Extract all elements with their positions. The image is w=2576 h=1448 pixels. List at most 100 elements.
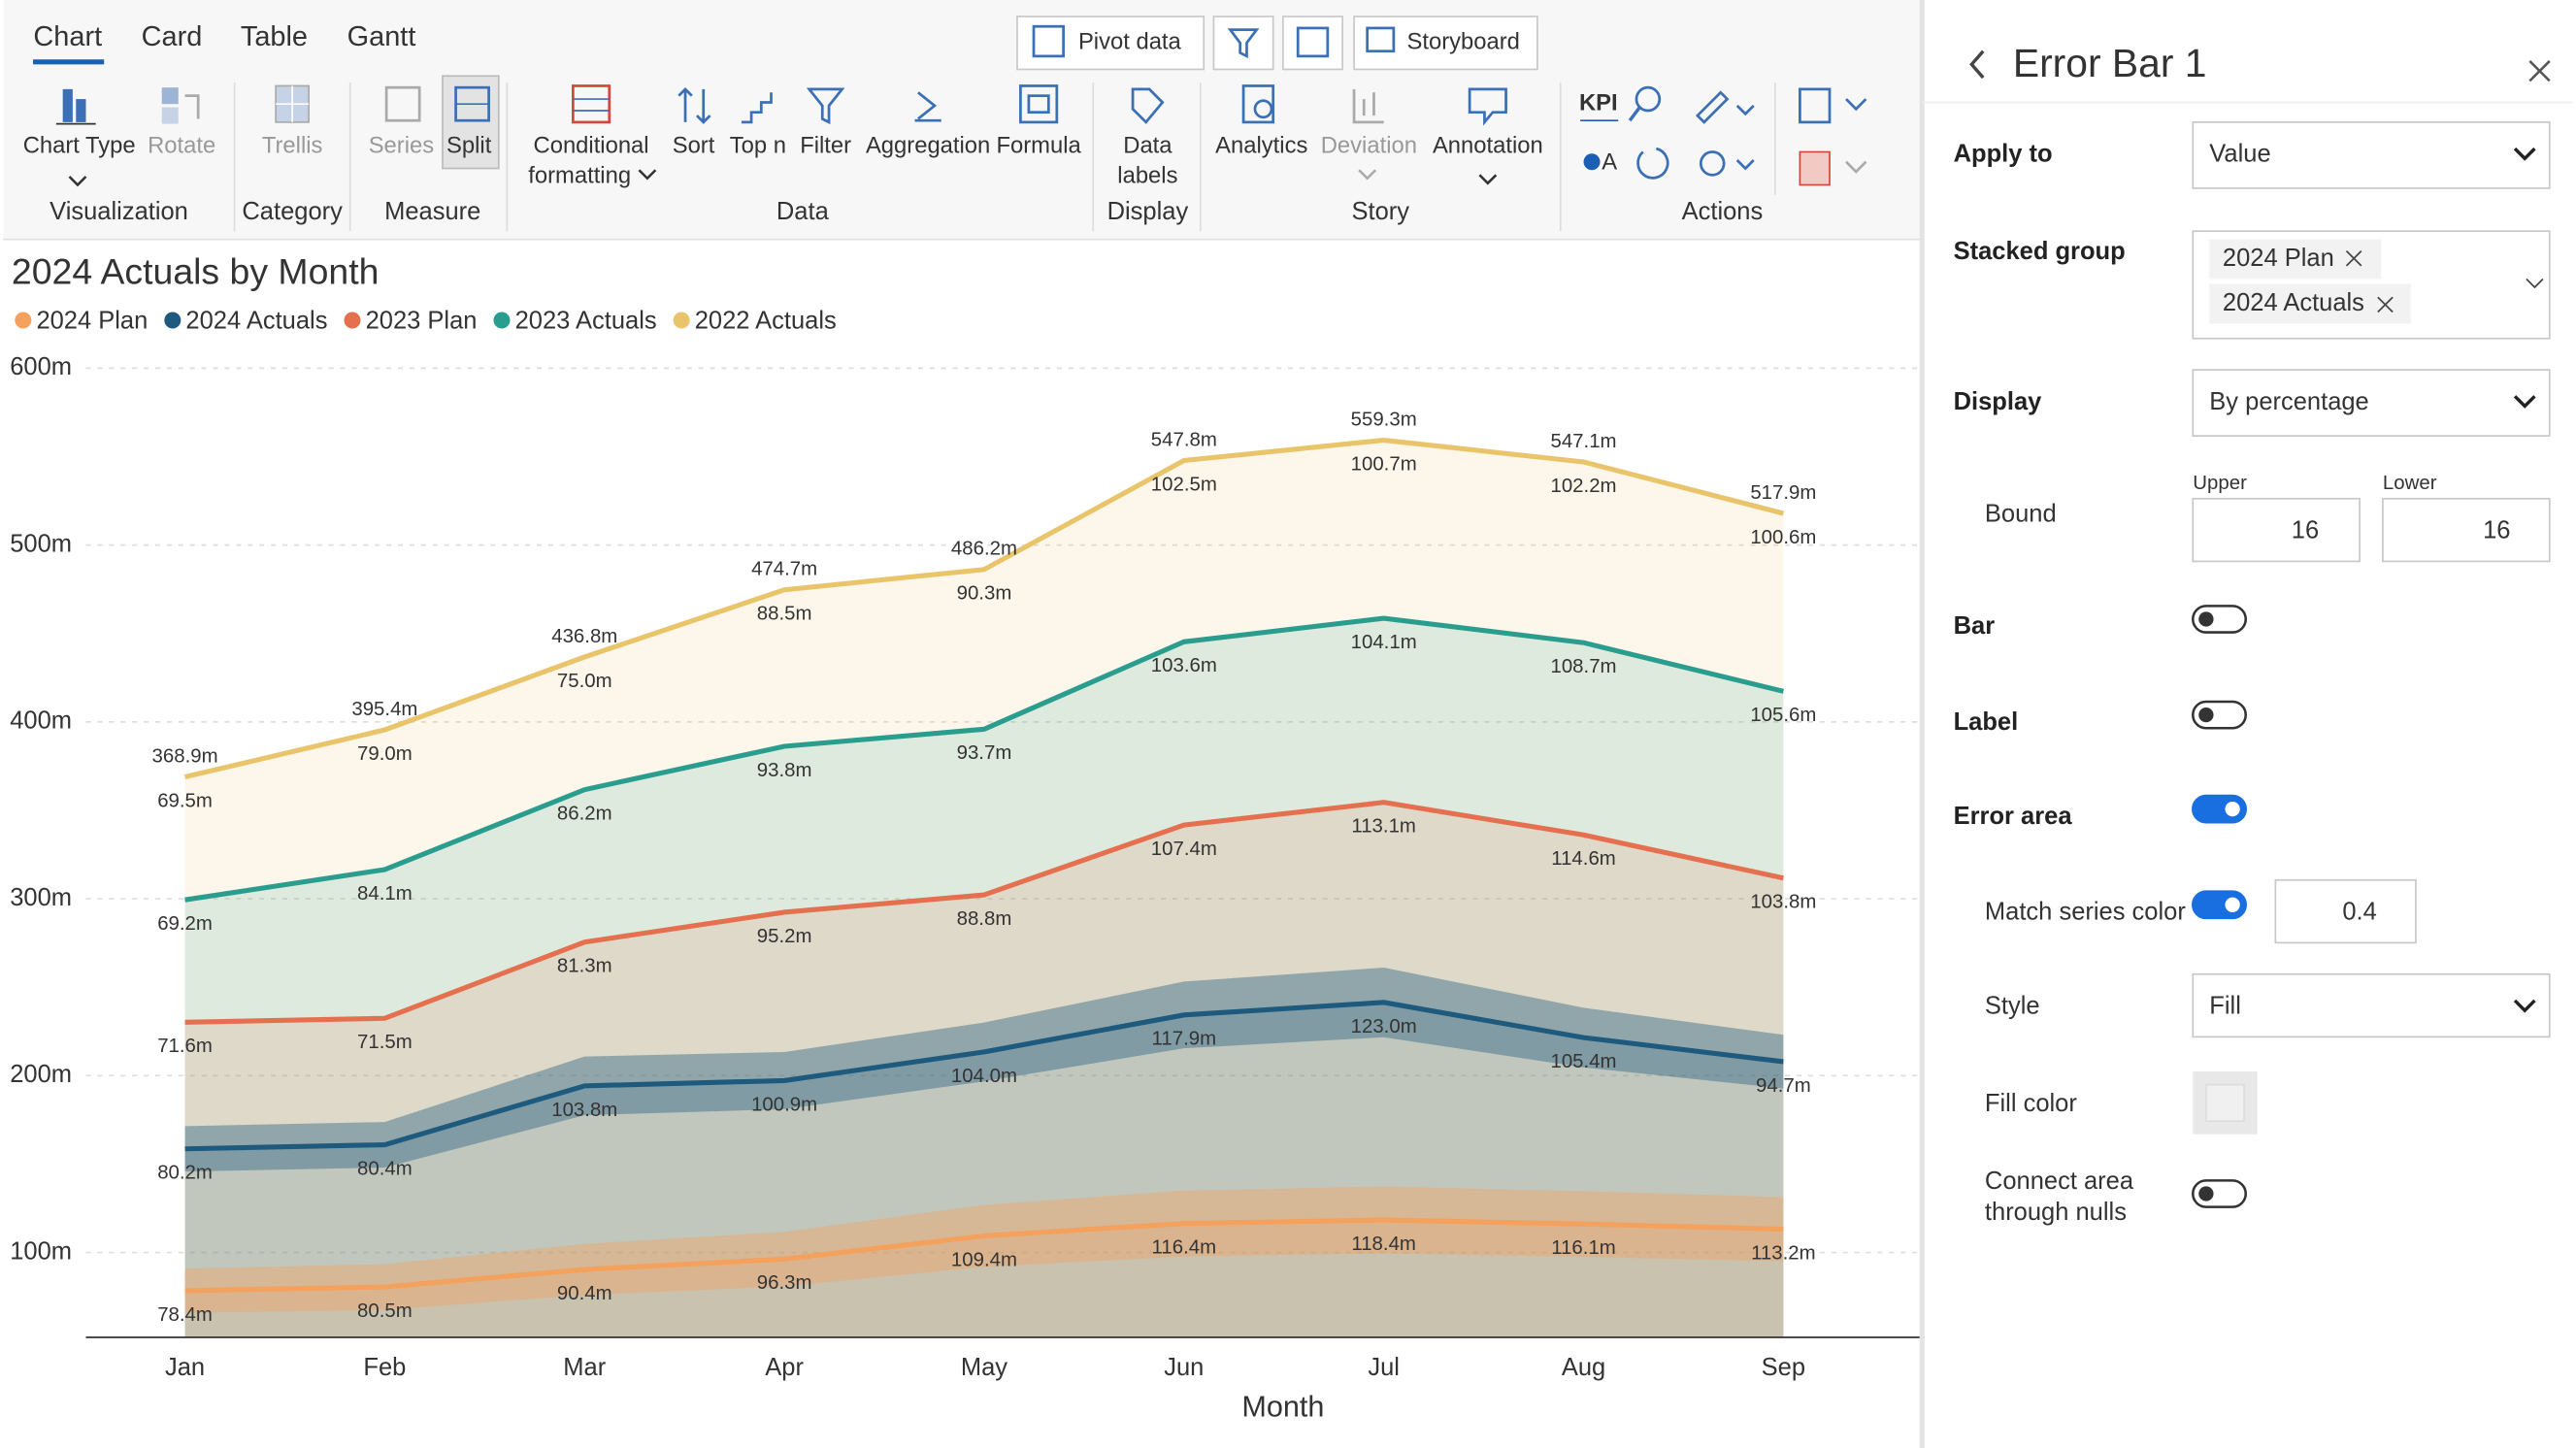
icon xyxy=(1227,28,1260,59)
input[interactable] xyxy=(2274,878,2417,944)
data-label: 108.7m xyxy=(1550,656,1616,677)
x-tick-label: Apr xyxy=(765,1354,804,1381)
tab-underline xyxy=(33,59,105,65)
data-label: 107.4m xyxy=(1151,839,1217,860)
field-label: Label xyxy=(1954,708,2019,736)
tab[interactable]: Table xyxy=(241,21,308,52)
ribbon-item[interactable]: Trellis xyxy=(262,133,323,159)
line xyxy=(184,615,1784,903)
legend-swatch xyxy=(15,312,32,329)
button-label[interactable]: Pivot data xyxy=(1078,29,1182,55)
data-label: 81.3m xyxy=(557,956,612,977)
dropdown-value: By percentage xyxy=(2209,388,2368,415)
data-label: 95.2m xyxy=(757,926,812,947)
dropdown[interactable] xyxy=(2192,972,2551,1038)
data-label: 103.8m xyxy=(551,1100,617,1121)
input[interactable] xyxy=(2382,497,2551,563)
x-tick-label: Feb xyxy=(363,1354,406,1381)
y-tick-label: 400m xyxy=(10,708,72,735)
group-label: Visualization xyxy=(50,198,188,225)
ribbon-item[interactable]: Chart Type xyxy=(23,133,136,159)
data-label: 100.9m xyxy=(751,1094,817,1115)
ribbon-item[interactable]: Filter xyxy=(800,133,851,159)
line xyxy=(184,1000,1784,1152)
legend-label: 2023 Plan xyxy=(366,307,478,334)
color-swatch-inner xyxy=(2205,1083,2245,1123)
y-tick-label: 500m xyxy=(10,530,72,557)
tab[interactable]: Card xyxy=(142,21,203,52)
total-label: 474.7m xyxy=(751,559,817,580)
data-label: 71.6m xyxy=(157,1036,213,1057)
area xyxy=(184,440,1784,1338)
data-label: 90.3m xyxy=(957,583,1012,605)
data-label: 80.4m xyxy=(357,1158,413,1179)
tab[interactable]: Gantt xyxy=(347,21,416,52)
chip-remove[interactable] xyxy=(2345,249,2362,267)
total-label: 368.9m xyxy=(152,745,218,767)
legend-swatch xyxy=(164,312,182,329)
button[interactable] xyxy=(1016,16,1205,71)
x-tick-label: Jul xyxy=(1368,1354,1400,1381)
input[interactable] xyxy=(2192,497,2361,563)
data-label: 100.7m xyxy=(1351,453,1417,475)
button[interactable] xyxy=(1212,16,1274,71)
data-label: 69.2m xyxy=(157,913,213,935)
button-label[interactable]: Storyboard xyxy=(1406,29,1519,55)
data-label: 100.6m xyxy=(1750,527,1816,548)
data-label: 116.4m xyxy=(1152,1237,1217,1259)
ribbon-item[interactable]: Split xyxy=(446,133,492,159)
field-label: Bar xyxy=(1954,612,1996,640)
ribbon-item[interactable]: Aggregation xyxy=(866,133,990,159)
close-icon[interactable] xyxy=(2528,60,2551,82)
field-label: Bound xyxy=(1985,501,2057,528)
ribbon-item[interactable]: Annotation xyxy=(1433,133,1543,159)
dropdown-value: Fill xyxy=(2209,992,2241,1019)
ribbon-item[interactable]: Rotate xyxy=(148,133,215,159)
toggle-knob xyxy=(2198,1186,2214,1201)
total-label: 436.8m xyxy=(551,626,617,647)
ribbon-item[interactable]: Sort xyxy=(673,133,715,159)
panel-title: Error Bar 1 xyxy=(2013,41,2207,85)
ribbon-item[interactable]: Formula xyxy=(996,133,1081,159)
group-label: Actions xyxy=(1682,198,1764,225)
data-label: 102.2m xyxy=(1550,476,1616,497)
ribbon-item[interactable]: Series xyxy=(369,133,435,159)
legend-label: 2022 Actuals xyxy=(695,307,837,334)
icon xyxy=(1366,26,1396,53)
ribbon-item[interactable]: Top n xyxy=(730,133,786,159)
button[interactable] xyxy=(1282,16,1343,71)
data-label: 86.2m xyxy=(557,804,612,825)
data-label: 113.2m xyxy=(1751,1242,1816,1264)
ribbon-item[interactable]: labels xyxy=(1117,162,1177,188)
tab[interactable]: Chart xyxy=(33,21,102,52)
ribbon-item[interactable]: formatting xyxy=(528,162,631,188)
back-icon[interactable] xyxy=(1969,49,1985,80)
ribbon-item[interactable]: Data xyxy=(1123,133,1172,159)
ribbon-item[interactable]: Deviation xyxy=(1321,133,1417,159)
dropdown[interactable] xyxy=(2192,369,2551,437)
y-tick-label: 100m xyxy=(10,1237,72,1265)
ribbon-item[interactable]: Analytics xyxy=(1215,133,1307,159)
dropdown[interactable] xyxy=(2192,121,2551,189)
ribbon-icons: A xyxy=(55,75,1867,195)
toggle-knob xyxy=(2198,611,2214,627)
field-label: Stacked group xyxy=(1954,238,2126,265)
x-axis-title: Month xyxy=(1241,1390,1324,1423)
total-label: 395.4m xyxy=(351,699,417,720)
button[interactable] xyxy=(1353,16,1538,71)
line xyxy=(184,1217,1784,1294)
ribbon-item[interactable]: KPI xyxy=(1579,89,1618,115)
toggle-knob xyxy=(2225,801,2240,817)
chip-remove[interactable] xyxy=(2377,296,2394,313)
ribbon-item[interactable]: Conditional xyxy=(534,133,649,159)
chevron xyxy=(2513,147,2536,161)
data-label: 84.1m xyxy=(357,883,413,905)
chevron xyxy=(2513,999,2536,1013)
data-label: 104.0m xyxy=(951,1066,1017,1087)
line xyxy=(183,437,1785,780)
total-label: 547.8m xyxy=(1151,429,1217,450)
x-tick-label: Aug xyxy=(1562,1354,1605,1381)
group-label: Data xyxy=(776,198,830,225)
icon xyxy=(1032,24,1065,58)
dropdown-value: Value xyxy=(2209,141,2270,168)
